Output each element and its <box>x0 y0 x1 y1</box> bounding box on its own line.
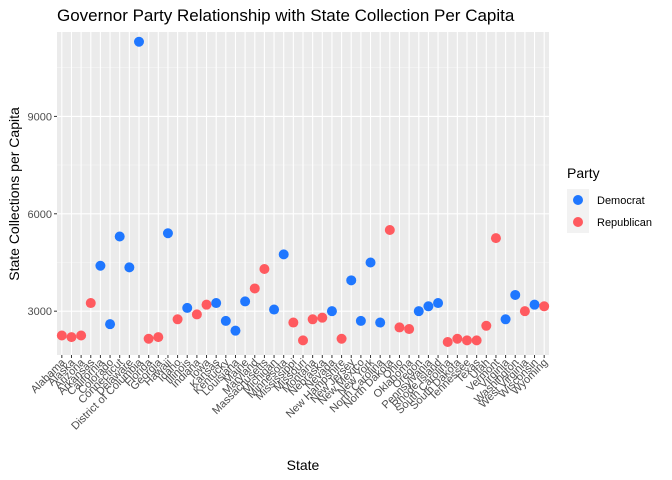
data-point <box>76 330 87 341</box>
data-point <box>114 231 125 242</box>
data-point <box>384 225 395 236</box>
data-point <box>394 322 405 333</box>
data-point <box>259 263 270 274</box>
data-points <box>56 36 550 348</box>
data-point <box>220 315 231 326</box>
data-point <box>182 302 193 313</box>
data-point <box>124 262 135 273</box>
data-point <box>346 275 357 286</box>
legend-title: Party <box>567 165 600 181</box>
data-point <box>201 299 212 310</box>
data-point <box>365 257 376 268</box>
data-point <box>288 317 299 328</box>
data-point <box>413 306 424 317</box>
x-axis: AlabamaAlaskaArizonaArkansasCaliforniaCo… <box>29 355 550 433</box>
data-point <box>191 309 202 320</box>
data-point <box>66 332 77 343</box>
legend-marker <box>573 195 583 205</box>
data-point <box>423 301 434 312</box>
data-point <box>278 249 289 260</box>
data-point <box>510 289 521 300</box>
x-axis-label: State <box>287 457 320 473</box>
data-point <box>500 314 511 325</box>
data-point <box>56 330 67 341</box>
data-point <box>471 335 482 346</box>
data-point <box>85 298 96 309</box>
data-point <box>134 36 144 47</box>
data-point <box>433 298 444 309</box>
data-point <box>269 304 280 315</box>
legend-label: Democrat <box>597 195 645 207</box>
y-axis-label: State Collections per Capita <box>6 107 22 281</box>
data-point <box>519 306 530 317</box>
data-point <box>404 324 415 335</box>
data-point <box>95 260 106 271</box>
y-tick-label: 9000 <box>28 111 52 123</box>
legend-label: Republican <box>597 217 652 229</box>
chart-title: Governor Party Relationship with State C… <box>57 6 515 25</box>
data-point <box>375 317 386 328</box>
data-point <box>172 314 183 325</box>
data-point <box>355 315 366 326</box>
data-point <box>143 333 154 344</box>
data-point <box>249 283 260 294</box>
data-point <box>481 320 492 331</box>
data-point <box>539 301 550 312</box>
data-point <box>452 333 463 344</box>
data-point <box>307 314 318 325</box>
y-axis: 3000 6000 9000 <box>28 111 57 318</box>
data-point <box>153 332 164 343</box>
data-point <box>490 233 501 244</box>
data-point <box>462 335 472 346</box>
data-point <box>326 306 337 317</box>
data-point <box>529 299 540 310</box>
data-point <box>442 337 453 348</box>
grid-lines <box>57 32 549 355</box>
data-point <box>298 335 308 346</box>
y-tick-label: 3000 <box>28 306 52 318</box>
data-point <box>230 325 241 336</box>
data-point <box>105 319 116 330</box>
data-point <box>162 228 173 239</box>
legend-marker <box>573 217 583 227</box>
data-point <box>240 296 251 307</box>
data-point <box>317 312 328 323</box>
legend: Party Democrat Republican <box>567 165 652 233</box>
data-point <box>211 298 222 309</box>
y-tick-label: 6000 <box>28 209 52 221</box>
data-point <box>336 333 347 344</box>
